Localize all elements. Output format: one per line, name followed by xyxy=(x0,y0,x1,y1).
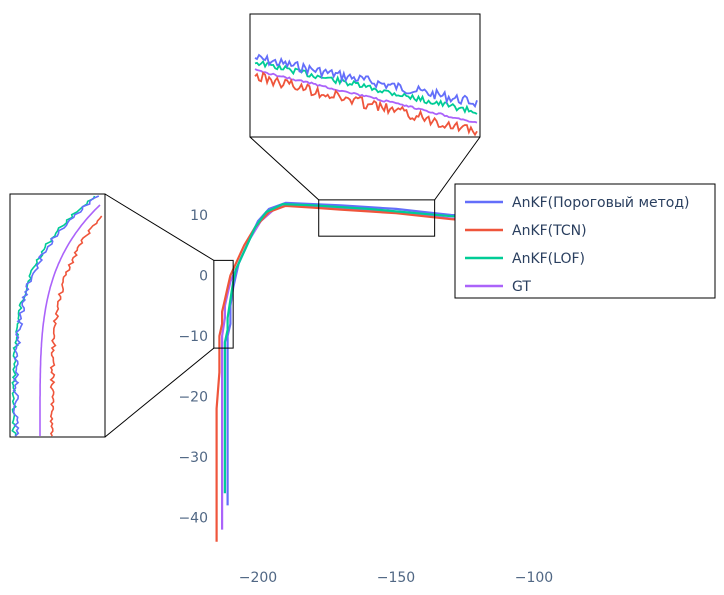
zoom-inset-left xyxy=(9,193,234,438)
zoom-series-line-2 xyxy=(254,59,478,115)
zoom-series-line-0 xyxy=(12,195,100,437)
zoom-connector xyxy=(104,347,215,438)
x-tick-label: −100 xyxy=(515,570,553,586)
legend-entry-label: AnKF(TCN) xyxy=(512,223,587,239)
zoom-series-line-3 xyxy=(254,68,478,124)
zoom-source-box-left xyxy=(213,259,234,349)
zoom-series-line-1 xyxy=(49,215,103,437)
zoom-source-box-top xyxy=(318,199,436,237)
legend-entry-label: AnKF(LOF) xyxy=(512,251,585,267)
series-line-1 xyxy=(215,204,524,542)
x-tick-label: −200 xyxy=(239,570,277,586)
axes: −200 −150 −100 10 0 −10 −20 −30 −40 xyxy=(178,208,553,586)
zoom-connector xyxy=(104,193,215,261)
y-tick-label: −40 xyxy=(178,511,208,527)
y-tick-label: 10 xyxy=(190,208,208,224)
zoom-inset-top xyxy=(249,13,481,237)
legend-entry-label: GT xyxy=(512,279,531,295)
x-tick-label: −150 xyxy=(377,570,415,586)
legend-entry-label: AnKF(Пороговый метод) xyxy=(512,195,690,211)
zoom-series-line-0 xyxy=(254,53,478,109)
y-tick-label: 0 xyxy=(199,269,208,285)
zoom-series-line-2 xyxy=(11,195,96,437)
zoom-connector xyxy=(249,136,320,201)
y-tick-label: −20 xyxy=(178,390,208,406)
zoom-connector xyxy=(434,136,481,201)
zoom-series-line-1 xyxy=(254,71,478,137)
series-line-2 xyxy=(223,203,552,494)
zoom-series-line-3 xyxy=(39,204,101,436)
zoom-inset-frame xyxy=(249,13,481,138)
y-tick-label: −10 xyxy=(178,329,208,345)
y-tick-label: −30 xyxy=(178,450,208,466)
legend: AnKF(Пороговый метод) AnKF(TCN) AnKF(LOF) G… xyxy=(454,183,716,299)
